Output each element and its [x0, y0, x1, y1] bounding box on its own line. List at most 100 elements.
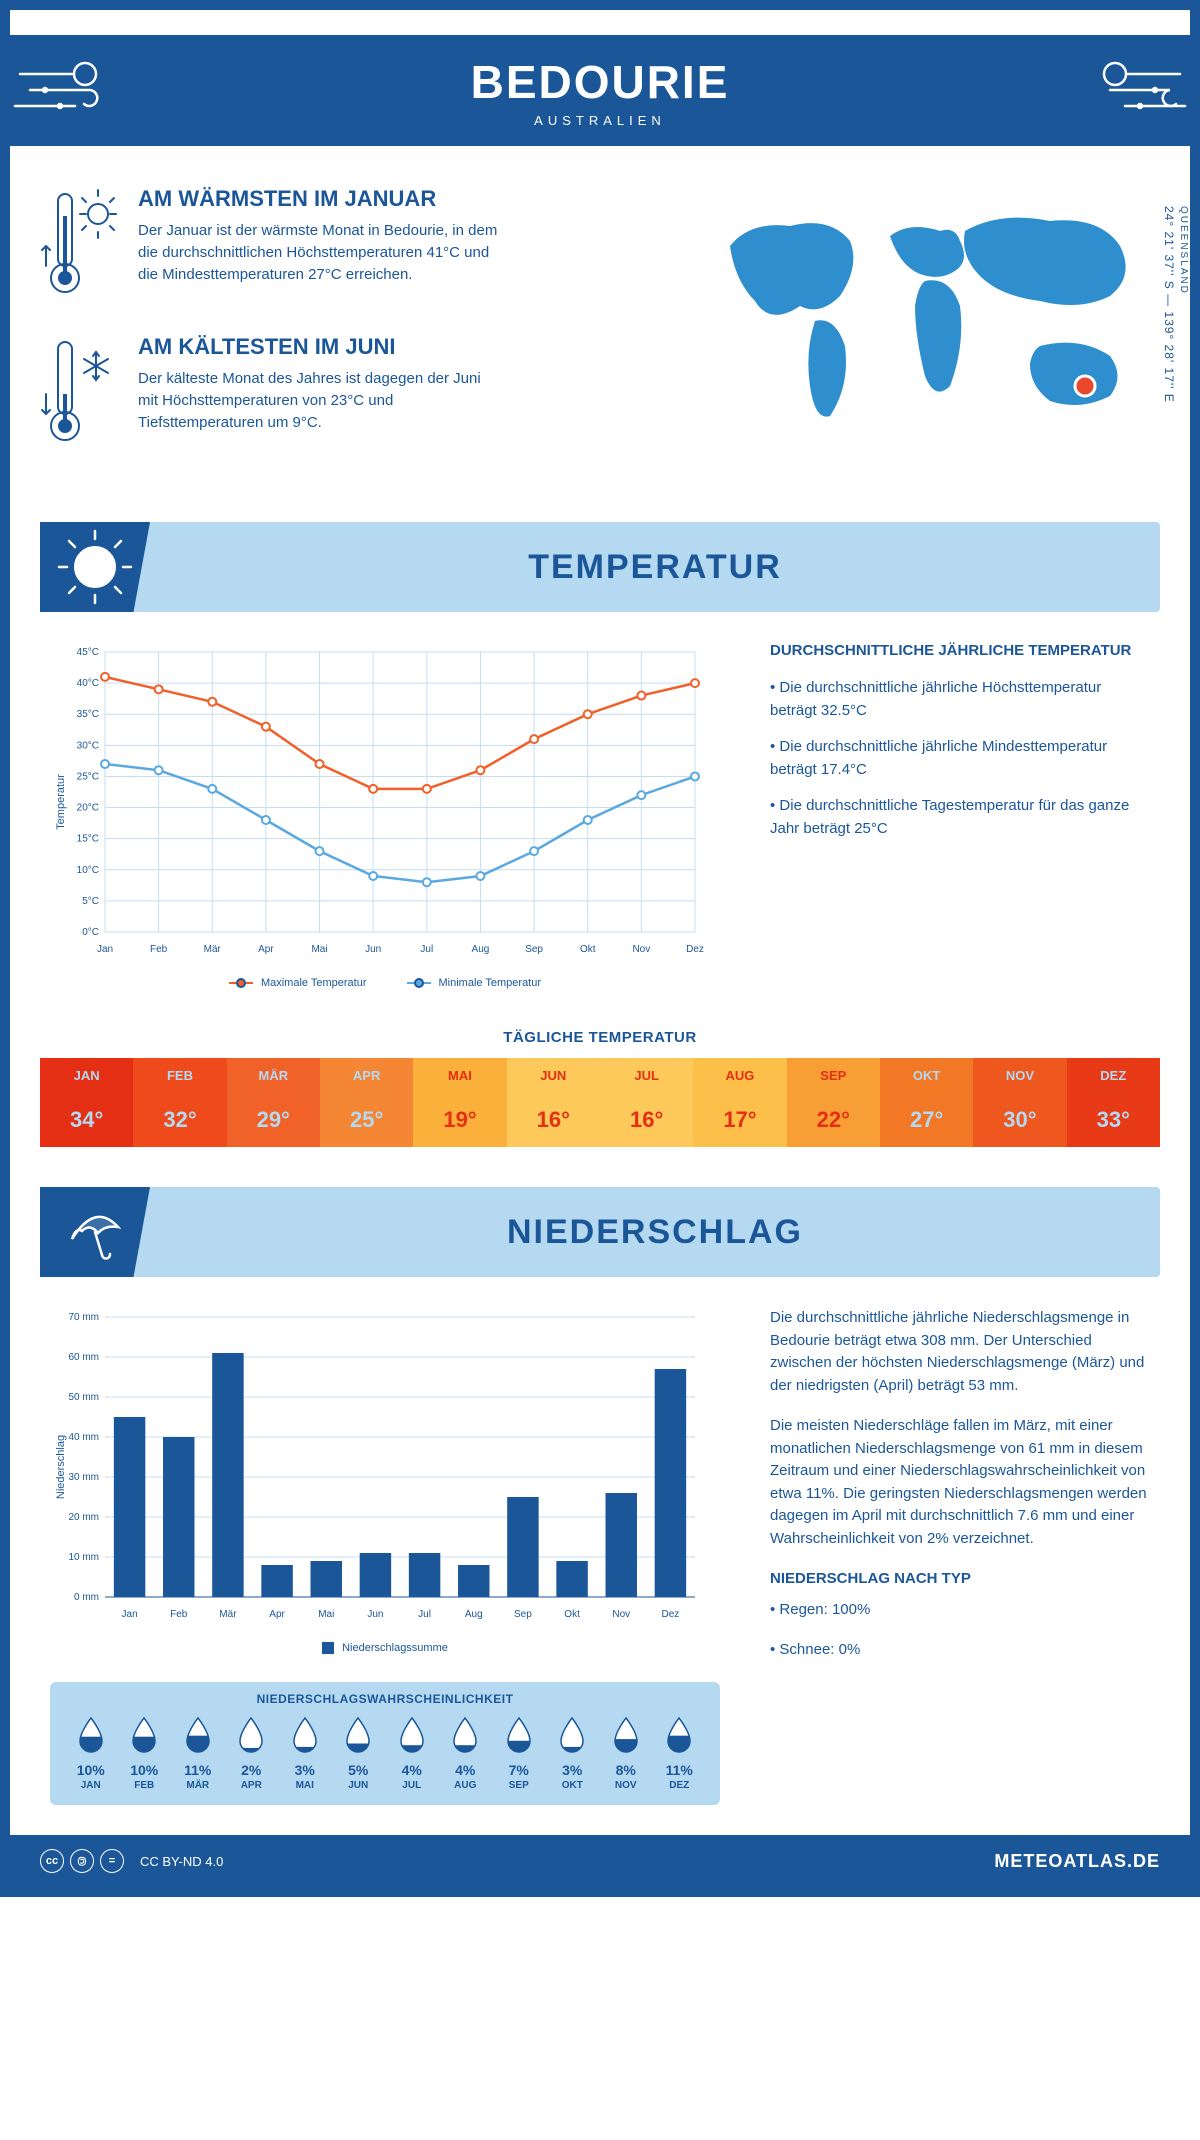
warmest-text: Der Januar ist der wärmste Monat in Bedo…: [138, 220, 498, 285]
coldest-title: AM KÄLTESTEN IM JUNI: [138, 334, 498, 360]
precipitation-probability-box: NIEDERSCHLAGSWAHRSCHEINLICHKEIT 10% JAN …: [50, 1682, 720, 1805]
svg-text:Okt: Okt: [564, 1609, 580, 1620]
svg-text:10°C: 10°C: [77, 865, 99, 876]
svg-text:45°C: 45°C: [77, 647, 99, 658]
prob-cell: 5% JUN: [332, 1716, 386, 1791]
prob-cell: 11% MÄR: [171, 1716, 225, 1791]
precip-type-bullet: • Schnee: 0%: [770, 1639, 1150, 1662]
svg-text:Mai: Mai: [311, 944, 327, 955]
precipitation-section-header: NIEDERSCHLAG: [40, 1187, 1160, 1277]
raindrop-icon: [290, 1716, 320, 1754]
svg-text:Okt: Okt: [580, 944, 596, 955]
svg-text:Sep: Sep: [525, 944, 543, 955]
svg-text:50 mm: 50 mm: [68, 1392, 99, 1403]
precipitation-content: 0 mm10 mm20 mm30 mm40 mm50 mm60 mm70 mmN…: [40, 1307, 1160, 1835]
page-subtitle: AUSTRALIEN: [10, 113, 1190, 128]
daily-temp-cell: NOV30°: [973, 1058, 1066, 1147]
sun-icon-box: [40, 522, 150, 612]
raindrop-icon: [611, 1716, 641, 1754]
temperature-summary: DURCHSCHNITTLICHE JÄHRLICHE TEMPERATUR •…: [770, 642, 1150, 989]
daily-temp-cell: OKT27°: [880, 1058, 973, 1147]
cc-icon: cc: [40, 1849, 64, 1873]
temp-bullet: • Die durchschnittliche jährliche Höchst…: [770, 677, 1150, 722]
svg-text:40°C: 40°C: [77, 678, 99, 689]
daily-temp-cell: APR25°: [320, 1058, 413, 1147]
svg-text:Apr: Apr: [269, 1609, 285, 1620]
temperature-content: 0°C 5°C 10°C 15°C 20°C 25°C 30°C 35°C 40°C 45°C Ja…: [40, 642, 1160, 1009]
daily-temp-cell: JAN34°: [40, 1058, 133, 1147]
by-icon: 🄯: [70, 1849, 94, 1873]
coordinates: QUEENSLAND 24° 21' 37'' S — 139° 28' 17'…: [1162, 206, 1190, 403]
svg-text:Mai: Mai: [318, 1609, 334, 1620]
svg-text:0°C: 0°C: [82, 927, 99, 938]
precipitation-summary: Die durchschnittliche jährliche Niedersc…: [770, 1307, 1150, 1805]
temp-bullet: • Die durchschnittliche jährliche Mindes…: [770, 736, 1150, 781]
svg-text:Temperatur: Temperatur: [55, 774, 67, 830]
warmest-block: AM WÄRMSTEN IM JANUAR Der Januar ist der…: [40, 186, 660, 306]
svg-text:25°C: 25°C: [77, 771, 99, 782]
license-text: CC BY-ND 4.0: [140, 1854, 223, 1869]
raindrop-icon: [397, 1716, 427, 1754]
temp-chart-legend: Maximale Temperatur Minimale Temperatur: [50, 977, 720, 989]
longitude: 139° 28' 17'' E: [1162, 311, 1176, 402]
svg-text:Sep: Sep: [514, 1609, 532, 1620]
svg-text:Nov: Nov: [612, 1609, 630, 1620]
raindrop-icon: [664, 1716, 694, 1754]
svg-text:Jan: Jan: [97, 944, 113, 955]
daily-temp-cell: FEB32°: [133, 1058, 226, 1147]
svg-text:20°C: 20°C: [77, 803, 99, 814]
prob-cell: 4% AUG: [439, 1716, 493, 1791]
thermometer-snow-icon: [40, 334, 120, 454]
intro-section: AM WÄRMSTEN IM JANUAR Der Januar ist der…: [40, 146, 1160, 512]
region-label: QUEENSLAND: [1178, 206, 1189, 295]
svg-text:Feb: Feb: [170, 1609, 188, 1620]
temperature-line-chart: 0°C 5°C 10°C 15°C 20°C 25°C 30°C 35°C 40°C 45°C Ja…: [50, 642, 720, 989]
raindrop-icon: [504, 1716, 534, 1754]
license-block: cc 🄯 = CC BY-ND 4.0: [40, 1849, 223, 1873]
svg-text:Jun: Jun: [367, 1609, 383, 1620]
precipitation-title: NIEDERSCHLAG: [150, 1213, 1160, 1252]
precip-para-2: Die meisten Niederschläge fallen im März…: [770, 1415, 1150, 1550]
nd-icon: =: [100, 1849, 124, 1873]
temperature-section-header: TEMPERATUR: [40, 522, 1160, 612]
svg-text:10 mm: 10 mm: [68, 1552, 99, 1563]
daily-temp-cell: AUG17°: [693, 1058, 786, 1147]
coldest-text: Der kälteste Monat des Jahres ist dagege…: [138, 368, 498, 433]
prob-cell: 4% JUL: [385, 1716, 439, 1791]
raindrop-icon: [557, 1716, 587, 1754]
prob-title: NIEDERSCHLAGSWAHRSCHEINLICHKEIT: [64, 1692, 706, 1706]
precipitation-bar-chart: 0 mm10 mm20 mm30 mm40 mm50 mm60 mm70 mmN…: [50, 1307, 710, 1627]
raindrop-icon: [236, 1716, 266, 1754]
header-bar: BEDOURIE AUSTRALIEN: [10, 35, 1190, 146]
svg-text:Aug: Aug: [472, 944, 490, 955]
daily-temp-title: TÄGLICHE TEMPERATUR: [40, 1029, 1160, 1046]
svg-text:Dez: Dez: [686, 944, 704, 955]
prob-cell: 11% DEZ: [653, 1716, 707, 1791]
svg-text:Niederschlag: Niederschlag: [55, 1435, 67, 1499]
page: BEDOURIE AUSTRALIEN AM WÄRMSTEN IM JANUA…: [0, 0, 1200, 1897]
prob-cell: 7% SEP: [492, 1716, 546, 1791]
footer-bar: cc 🄯 = CC BY-ND 4.0 METEOATLAS.DE: [10, 1835, 1190, 1887]
raindrop-icon: [76, 1716, 106, 1754]
svg-text:30°C: 30°C: [77, 740, 99, 751]
raindrop-icon: [343, 1716, 373, 1754]
svg-text:Mär: Mär: [219, 1609, 237, 1620]
svg-text:Feb: Feb: [150, 944, 168, 955]
prob-cell: 10% JAN: [64, 1716, 118, 1791]
wind-icon: [5, 46, 135, 136]
temperature-title: TEMPERATUR: [150, 548, 1160, 587]
svg-text:Jul: Jul: [420, 944, 433, 955]
legend-min-label: Minimale Temperatur: [439, 977, 542, 989]
prob-cell: 2% APR: [225, 1716, 279, 1791]
umbrella-icon-box: [40, 1187, 150, 1277]
svg-text:5°C: 5°C: [82, 896, 99, 907]
svg-text:15°C: 15°C: [77, 834, 99, 845]
svg-text:Dez: Dez: [662, 1609, 680, 1620]
site-name: METEOATLAS.DE: [994, 1851, 1160, 1872]
raindrop-icon: [450, 1716, 480, 1754]
svg-text:Jun: Jun: [365, 944, 381, 955]
daily-temp-cell: SEP22°: [787, 1058, 880, 1147]
svg-text:35°C: 35°C: [77, 709, 99, 720]
coldest-block: AM KÄLTESTEN IM JUNI Der kälteste Monat …: [40, 334, 660, 454]
legend-max-label: Maximale Temperatur: [261, 977, 367, 989]
